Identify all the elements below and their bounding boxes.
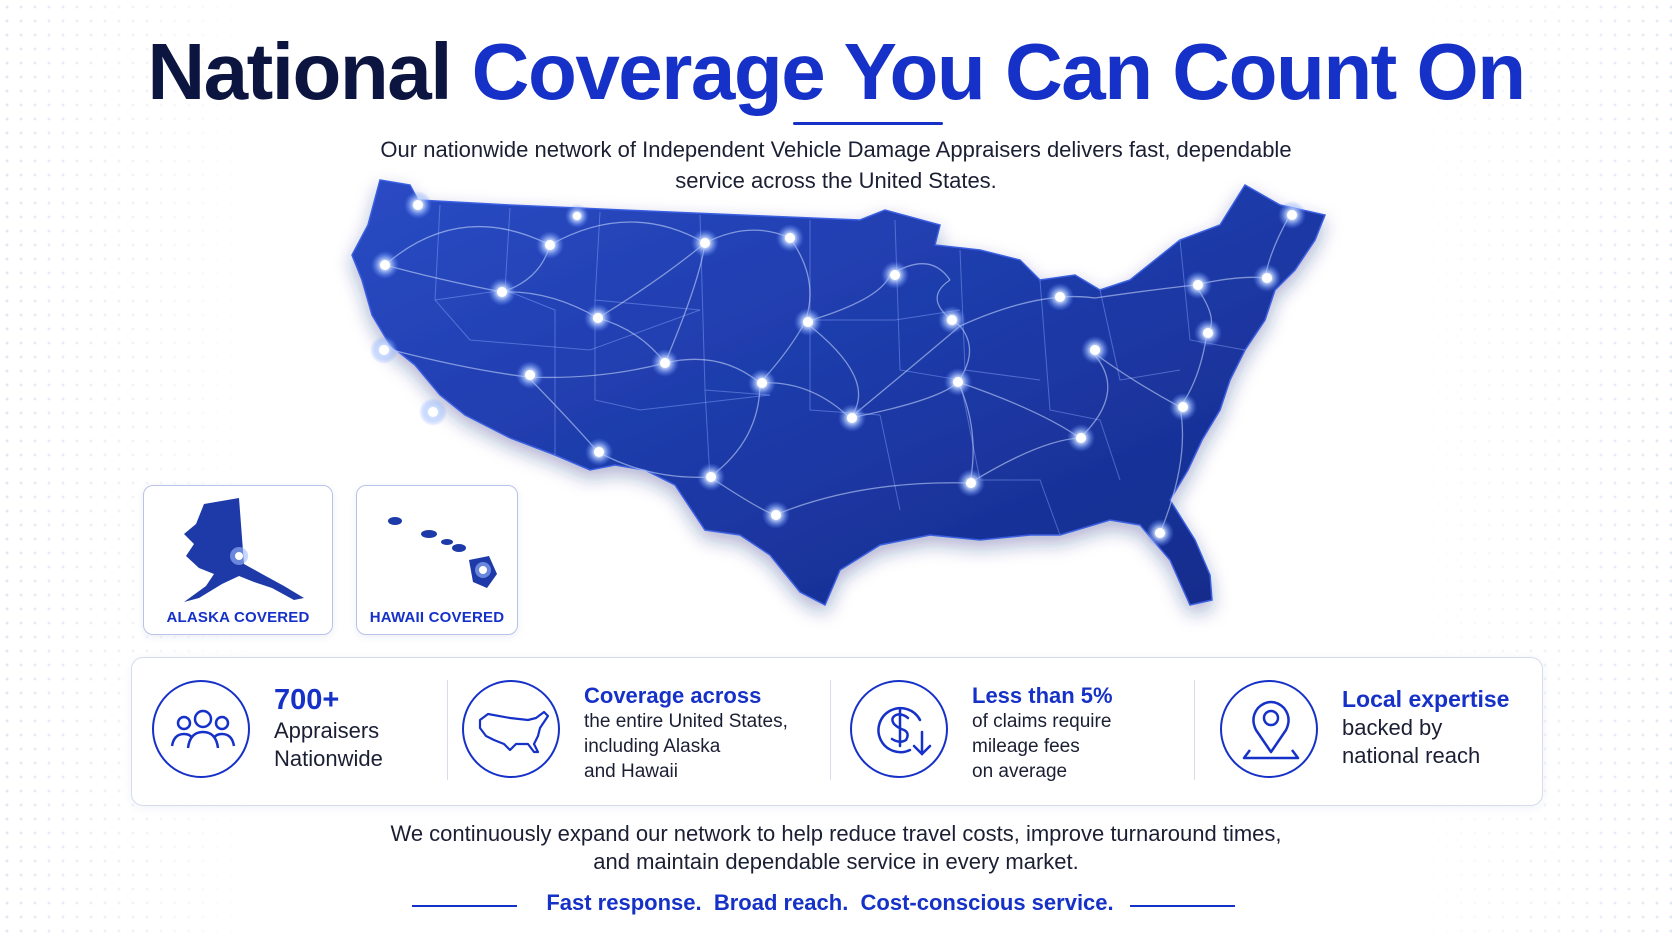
stat-local: Local expertise backed by national reach <box>1220 658 1530 805</box>
title-underline <box>793 122 943 125</box>
dollar-down-icon <box>850 680 948 778</box>
stat-divider <box>830 680 831 780</box>
us-coverage-map <box>340 179 1420 650</box>
stat-coverage: Coverage across the entire United States… <box>462 658 812 805</box>
alaska-map-icon <box>184 498 304 602</box>
footer-line-2: and maintain dependable service in every… <box>593 849 1079 874</box>
hawaii-map-icon <box>388 517 497 588</box>
subtitle-line-1: Our nationwide network of Independent Ve… <box>380 137 1292 162</box>
stat-line: national reach <box>1342 743 1481 768</box>
stat-divider <box>1194 680 1195 780</box>
us-mainland-shape <box>351 179 1327 607</box>
stat-line: Nationwide <box>274 746 383 771</box>
title-part-1: National <box>147 27 452 116</box>
location-pin-icon <box>1220 680 1318 778</box>
page-title: National Coverage You Can Count On <box>0 24 1672 120</box>
tagline-rule-left <box>412 905 517 907</box>
stat-appraisers-text: 700+ Appraisers Nationwide <box>274 684 383 773</box>
stat-line: mileage fees <box>972 736 1080 757</box>
stat-line: the entire United States, <box>584 711 788 732</box>
tagline: Fast response. Broad reach. Cost-conscio… <box>546 890 1114 915</box>
stat-line: and Hawaii <box>584 761 678 782</box>
stat-line: including Alaska <box>584 736 721 757</box>
stat-line: backed by <box>1342 715 1443 740</box>
us-map-icon <box>462 680 560 778</box>
subtitle: Our nationwide network of Independent Ve… <box>336 134 1336 196</box>
stat-line: of claims require <box>972 711 1112 732</box>
stat-divider <box>447 680 448 780</box>
stat-mileage: Less than 5% of claims require mileage f… <box>850 658 1190 805</box>
hawaii-inset: HAWAII COVERED <box>356 485 518 635</box>
people-icon <box>152 680 250 778</box>
stat-coverage-title: Coverage across <box>584 683 762 708</box>
stat-line: Appraisers <box>274 718 380 743</box>
appraiser-nodes <box>370 191 1306 547</box>
tagline-row: Fast response. Broad reach. Cost-conscio… <box>0 890 1672 920</box>
hawaii-covered-label: HAWAII COVERED <box>369 609 505 626</box>
stat-mileage-value: Less than 5% <box>972 683 1113 708</box>
title-part-2: Coverage You Can Count On <box>471 27 1526 116</box>
stat-appraisers: 700+ Appraisers Nationwide <box>132 658 432 805</box>
stat-appraisers-value: 700+ <box>274 684 340 716</box>
stat-line: on average <box>972 761 1068 782</box>
state-borders <box>434 204 1246 536</box>
us-map-graphic <box>351 179 1327 607</box>
stats-panel: 700+ Appraisers Nationwide Coverage acro… <box>131 657 1543 806</box>
alaska-covered-label: ALASKA COVERED <box>166 609 310 626</box>
stat-local-title: Local expertise <box>1342 686 1510 712</box>
stat-local-text: Local expertise backed by national reach <box>1342 684 1509 770</box>
stat-mileage-text: Less than 5% of claims require mileage f… <box>972 682 1113 784</box>
subtitle-line-2: service across the United States. <box>675 168 997 193</box>
alaska-inset: ALASKA COVERED <box>143 485 333 635</box>
tagline-rule-right <box>1130 905 1235 907</box>
footer-line-1: We continuously expand our network to he… <box>390 821 1282 846</box>
stat-coverage-text: Coverage across the entire United States… <box>584 682 788 784</box>
footer-text: We continuously expand our network to he… <box>336 820 1336 876</box>
